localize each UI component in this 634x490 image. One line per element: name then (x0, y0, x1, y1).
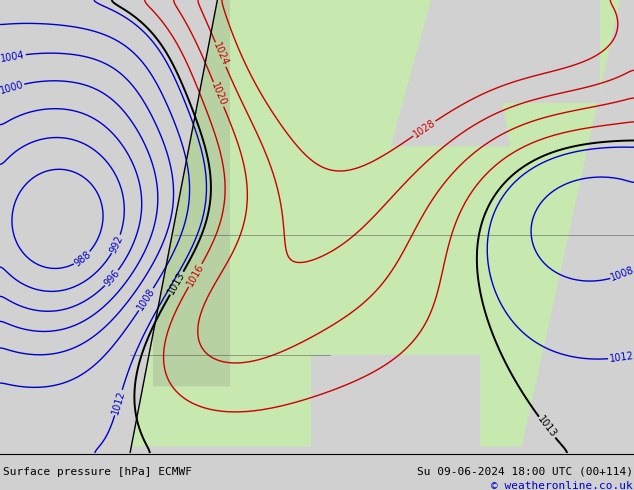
Text: 1012: 1012 (609, 351, 634, 364)
Text: 1020: 1020 (209, 81, 228, 108)
Text: 1008: 1008 (609, 265, 634, 283)
Text: 992: 992 (108, 234, 125, 255)
Text: Su 09-06-2024 18:00 UTC (00+114): Su 09-06-2024 18:00 UTC (00+114) (417, 467, 633, 477)
Text: 1028: 1028 (411, 118, 437, 140)
Text: 996: 996 (102, 268, 122, 288)
Text: 1013: 1013 (166, 270, 187, 296)
Text: © weatheronline.co.uk: © weatheronline.co.uk (491, 481, 633, 490)
Text: 1008: 1008 (135, 286, 157, 313)
Text: 1012: 1012 (110, 390, 127, 416)
Text: 1000: 1000 (0, 79, 25, 96)
Text: 1024: 1024 (211, 41, 230, 68)
Text: Surface pressure [hPa] ECMWF: Surface pressure [hPa] ECMWF (3, 467, 192, 477)
Text: 988: 988 (72, 249, 93, 268)
Text: 1016: 1016 (184, 262, 205, 289)
Text: 1013: 1013 (536, 415, 559, 440)
Text: 1004: 1004 (0, 49, 25, 64)
